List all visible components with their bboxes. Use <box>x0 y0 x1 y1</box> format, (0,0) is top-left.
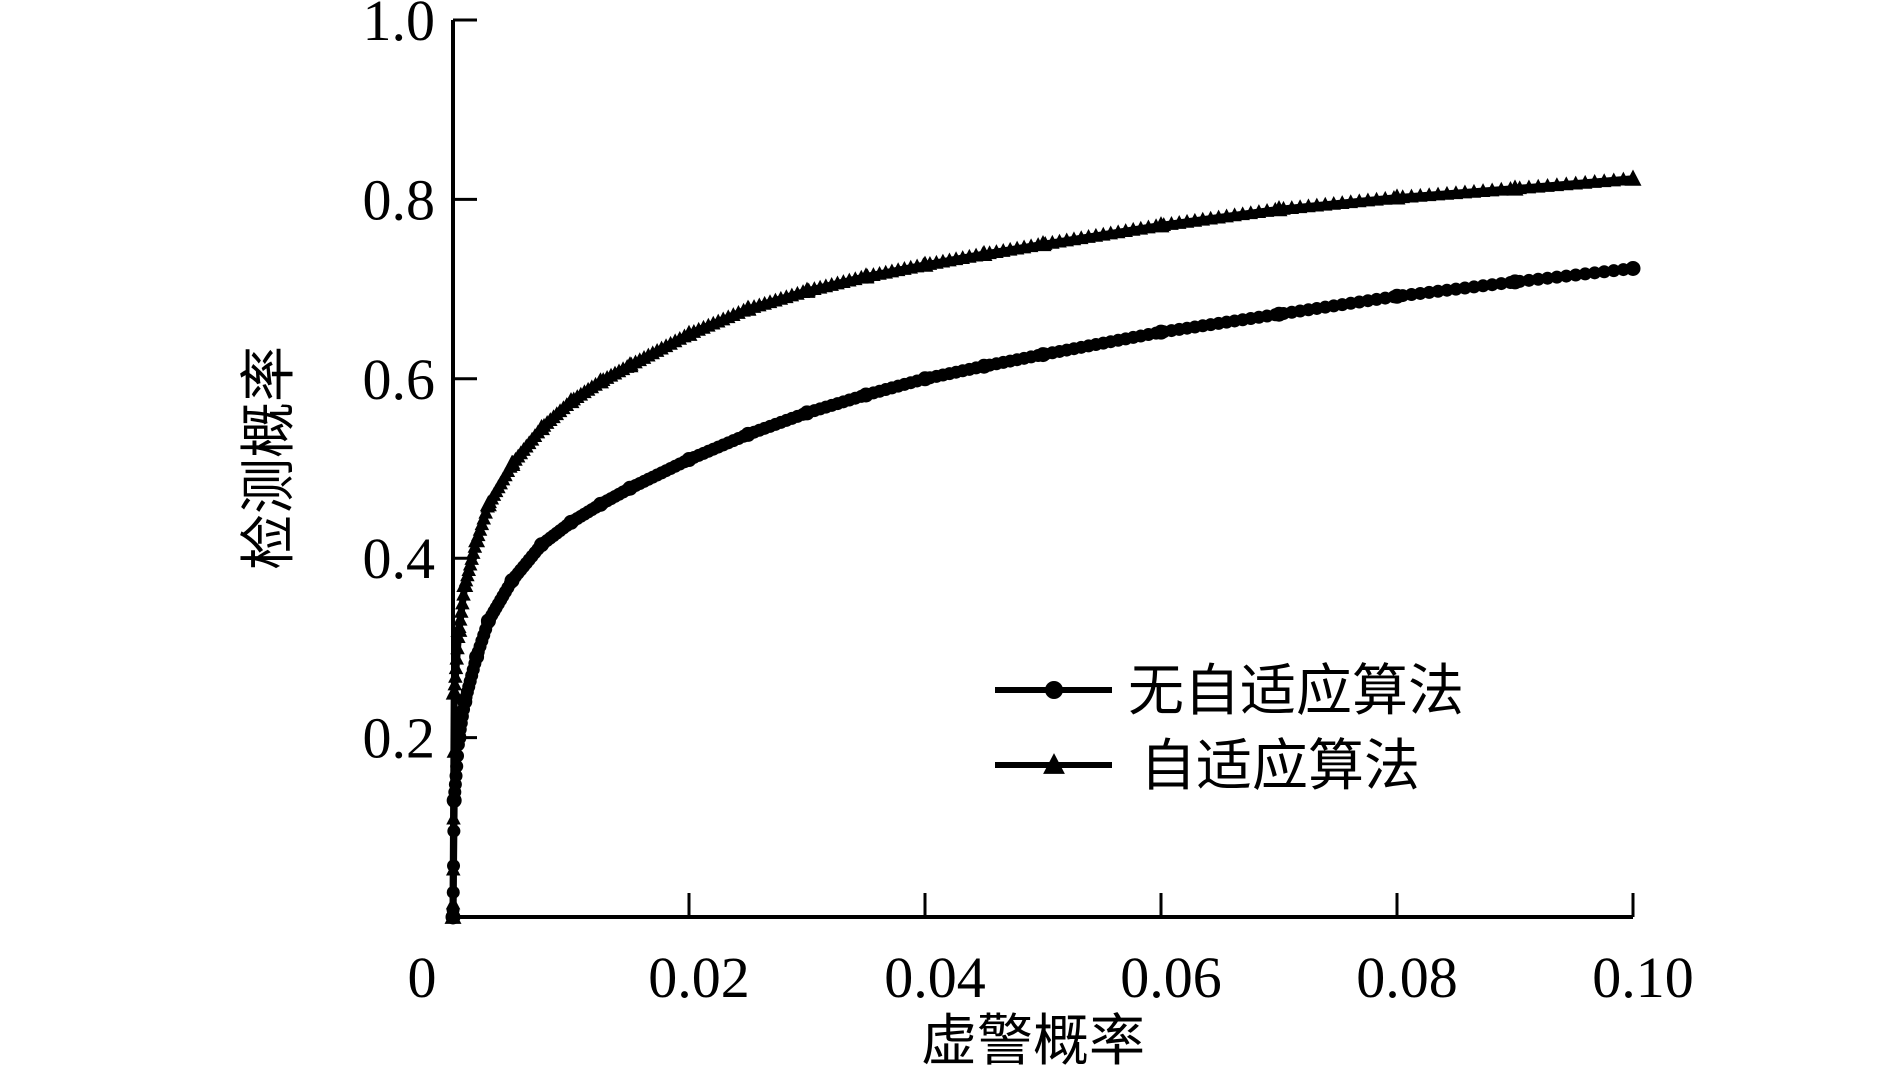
data-point <box>456 575 474 593</box>
data-point <box>1596 173 1612 188</box>
data-point <box>1035 347 1051 363</box>
data-point <box>534 537 549 553</box>
x-tick-label: 0.04 <box>884 945 986 1010</box>
legend-item: 自适应算法 <box>995 736 1420 798</box>
data-point <box>857 267 875 284</box>
data-point <box>450 620 468 637</box>
legend-marker <box>1045 681 1063 699</box>
data-point <box>1388 188 1406 205</box>
y-tick-label: 0.8 <box>363 167 436 232</box>
data-point <box>446 743 462 758</box>
data-point <box>1506 179 1524 196</box>
data-point <box>454 603 469 618</box>
data-point <box>446 810 461 825</box>
x-tick-label: 0.06 <box>1120 945 1222 1010</box>
data-point <box>504 573 520 589</box>
data-point <box>858 387 874 403</box>
data-point <box>1507 274 1523 290</box>
series-markers <box>445 260 1641 925</box>
data-point <box>447 676 463 691</box>
series-adaptive <box>444 169 1642 924</box>
data-point <box>592 372 609 389</box>
data-point <box>593 496 608 512</box>
data-point <box>680 324 698 341</box>
data-point <box>1607 264 1621 278</box>
data-point <box>1597 265 1611 279</box>
data-point <box>799 405 815 421</box>
data-point <box>1152 216 1170 233</box>
data-point <box>480 613 496 629</box>
data-point <box>621 356 639 373</box>
axes: 0.2 0.4 0.6 0.8 1.0 0 0.02 0.04 0.06 0.08 0.10 <box>363 0 1694 1010</box>
x-tick-label: 0.10 <box>1592 945 1694 1010</box>
data-point <box>445 683 463 700</box>
data-point <box>1606 172 1622 187</box>
data-point <box>917 371 933 387</box>
x-tick-label: 0.02 <box>648 945 750 1010</box>
data-point <box>739 299 757 316</box>
data-point <box>976 358 992 374</box>
data-point <box>450 640 465 655</box>
data-point <box>563 514 579 530</box>
x-tick-label: 0.08 <box>1356 945 1458 1010</box>
x-tick-label: 0 <box>408 945 437 1010</box>
data-point <box>455 595 470 610</box>
data-point <box>456 586 471 601</box>
data-point <box>479 495 497 512</box>
data-point <box>1569 268 1583 282</box>
series-markers <box>444 169 1642 924</box>
data-point <box>445 861 461 876</box>
data-point <box>1577 174 1593 189</box>
series-layer <box>444 169 1642 925</box>
data-point <box>1625 260 1641 276</box>
legend-label: 无自适应算法 <box>1128 661 1464 723</box>
legend-label: 自适应算法 <box>1140 736 1420 798</box>
data-point <box>452 611 468 626</box>
data-point <box>1270 200 1288 217</box>
data-point <box>1034 235 1052 252</box>
data-point <box>975 244 993 262</box>
data-point <box>1153 324 1169 340</box>
legend-item: 无自适应算法 <box>995 661 1464 723</box>
data-point <box>1550 270 1564 284</box>
data-point <box>445 895 461 910</box>
data-point <box>1588 266 1602 280</box>
data-point <box>533 418 550 436</box>
y-tick-label: 1.0 <box>363 0 436 53</box>
data-point <box>444 907 462 924</box>
legend-marker <box>1043 753 1065 774</box>
y-tick-label: 0.4 <box>363 526 436 591</box>
data-point <box>1587 174 1602 188</box>
data-point <box>681 452 697 468</box>
data-point <box>468 531 486 548</box>
data-point <box>740 426 756 442</box>
data-point <box>503 454 521 471</box>
y-axis-title: 检测概率 <box>239 346 301 570</box>
x-axis-title: 虚警概率 <box>921 1011 1145 1073</box>
data-point <box>798 281 816 298</box>
data-point <box>916 255 934 272</box>
data-point <box>449 650 465 665</box>
data-point <box>1271 306 1287 322</box>
data-point <box>469 649 485 665</box>
data-point <box>448 668 463 683</box>
data-point <box>1389 288 1405 304</box>
data-point <box>1624 169 1642 186</box>
data-point <box>622 480 638 496</box>
data-point <box>562 391 580 409</box>
data-point <box>1578 267 1592 281</box>
data-point <box>1559 269 1573 283</box>
series-non-adaptive <box>445 260 1641 925</box>
y-tick-label: 0.2 <box>363 706 436 771</box>
data-point <box>448 660 464 675</box>
y-tick-label: 0.6 <box>363 347 436 412</box>
